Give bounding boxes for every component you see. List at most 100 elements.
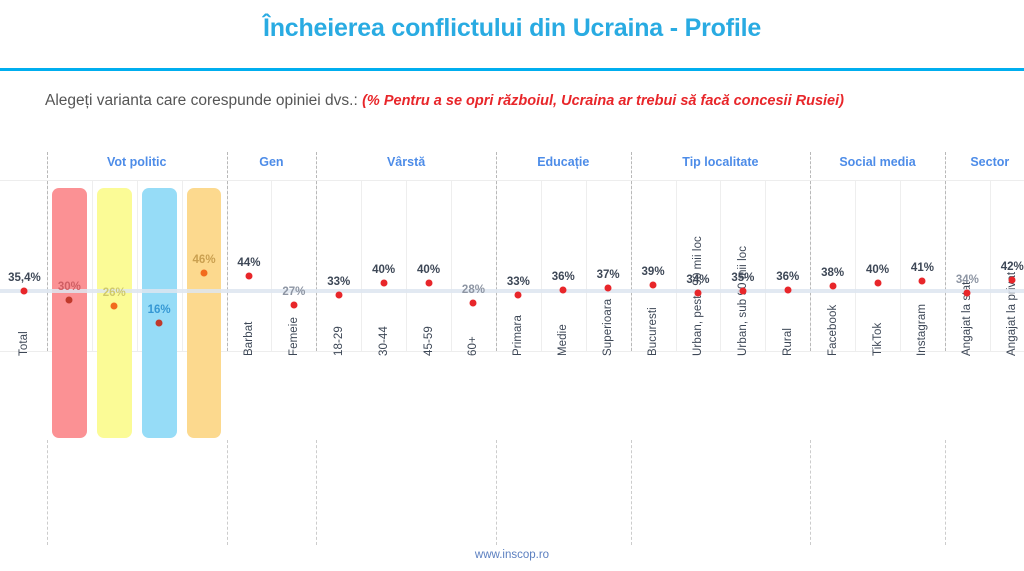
group-divider [46,440,48,545]
group-divider [810,181,812,351]
group-divider [316,181,318,351]
data-point-45-59[interactable] [425,279,433,287]
data-point-urban-sub-90-mii-loc[interactable] [739,287,747,295]
value-label-urban-peste-90-mii-loc: 34% [686,274,710,286]
data-point-pnl[interactable] [110,302,118,310]
data-point-superioara[interactable] [604,284,612,292]
footer-divider-lines [0,440,1024,550]
value-label-primara: 33% [506,275,530,288]
value-label-aur: 46% [192,254,216,266]
data-point-femeie[interactable] [290,301,298,309]
group-label-sector: Sector [970,155,1010,169]
value-label-usr: 16% [147,304,171,316]
column-gridline [855,181,857,351]
data-point-bucuresti[interactable] [649,281,657,289]
data-point-usr[interactable] [155,319,163,327]
group-label-vot-politic: Vot politic [106,155,167,169]
value-label-instagram: 41% [910,262,934,275]
footer-url: www.inscop.ro [474,549,550,561]
axis-label-tiktok: TikTok [871,322,884,356]
column-gridline [585,181,587,351]
group-divider [630,152,632,178]
plot-area: 35,4% 30% 26% 16% 46% 44% 27% 33% 40% 40% 28% 33% 36… [0,180,1024,438]
column-gridline [91,181,93,351]
value-label-45-59: 40% [417,264,441,276]
value-label-18-29: 33% [327,275,351,288]
axis-label-barbat: Barbat [242,321,255,356]
data-point-urban-peste-90-mii-loc[interactable] [694,289,702,297]
data-point-angajat-la-stat[interactable] [963,289,971,297]
highlight-bar-usr [141,188,177,438]
axis-label-rural: Rural [781,328,794,356]
question-sub-text: (% Pentru a se opri războiul, Ucraina ar… [362,93,844,109]
axis-label-instagram: Instagram [916,303,929,356]
group-divider [316,440,318,545]
column-gridline [765,181,767,351]
data-point-psd[interactable] [65,296,73,304]
column-gridline [540,181,542,351]
axis-label-30-44: 30-44 [377,326,390,356]
value-label-medie: 36% [551,270,575,283]
value-label-femeie: 27% [282,285,306,298]
axis-label-18-29: 18-29 [332,326,345,356]
axis-label-primara: Primara [512,315,525,356]
group-label-social-media: Social media [839,155,916,169]
axis-label-60-: 60+ [467,336,480,356]
axis-label-urban-sub-90-mii-loc: Urban, sub 90 mii loc [736,245,749,356]
value-label-psd: 30% [57,280,81,293]
column-gridline [136,181,138,351]
group-divider [944,181,946,351]
data-point-rural[interactable] [784,286,792,294]
data-point-total[interactable] [20,287,28,295]
value-label-tiktok: 40% [866,264,890,276]
data-point-18-29[interactable] [335,291,343,299]
group-divider [630,181,632,351]
data-point-tiktok[interactable] [874,279,882,287]
value-label-superioara: 37% [596,269,620,281]
highlight-bar-aur [186,188,222,438]
data-point-primara[interactable] [514,291,522,299]
group-divider [810,440,812,545]
axis-label-total: Total [18,331,31,356]
column-gridline [675,181,677,351]
group-divider [810,152,812,178]
data-point-angajat-la-privat[interactable] [1008,276,1016,284]
column-gridline [720,181,722,351]
value-label-pnl: 26% [102,287,126,300]
question-line: Alegeți varianta care corespunde opiniei… [45,92,1005,110]
column-gridline [361,181,363,351]
axis-label-45-59: 45-59 [422,326,435,356]
group-divider [316,152,318,178]
data-point-facebook[interactable] [829,282,837,290]
data-point-aur[interactable] [200,269,208,277]
data-point-instagram[interactable] [918,277,926,285]
question-main-text: Alegeți varianta care corespunde opiniei… [45,92,358,109]
column-gridline [406,181,408,351]
column-gridline [900,181,901,351]
axis-label-femeie: Femeie [287,317,300,356]
value-label-facebook: 38% [821,267,845,280]
value-label-rural: 36% [776,270,800,283]
group-divider [495,152,497,178]
page-title: Încheierea conflictului din Ucraina - Pr… [262,14,762,42]
value-label-angajat-la-stat: 34% [955,274,979,286]
data-point-barbat[interactable] [245,272,253,280]
highlight-bar-psd [51,188,87,438]
total-reference-band [0,288,1024,293]
group-divider [495,440,497,545]
group-divider [46,181,48,351]
group-label-tip-localitate: Tip localitate [682,155,759,169]
data-point-medie[interactable] [559,286,567,294]
group-divider [944,440,946,545]
highlight-bar-pnl [96,188,132,438]
data-point-60-[interactable] [469,299,477,307]
axis-label-bucuresti: Bucuresti [647,307,660,356]
value-label-total: 35,4% [8,271,41,284]
value-label-60-: 28% [461,284,485,296]
group-label-gen: Gen [259,155,284,169]
value-label-urban-sub-90-mii-loc: 35% [731,272,755,285]
group-divider [226,181,228,351]
data-point-30-44[interactable] [380,279,388,287]
value-label-30-44: 40% [372,264,396,276]
group-divider [226,152,228,178]
